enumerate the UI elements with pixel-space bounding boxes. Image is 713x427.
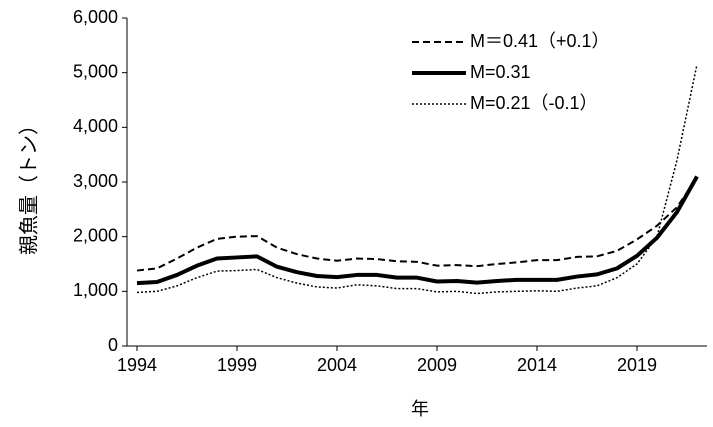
legend-label: M=0.21（-0.1） — [470, 93, 598, 113]
series-line — [136, 177, 698, 272]
y-axis-label: 親魚量（トン） — [17, 115, 40, 255]
y-tick-label: 5,000 — [73, 61, 118, 81]
x-tick-label: 1999 — [217, 355, 257, 375]
legend-label: M＝0.41（+0.1） — [470, 31, 610, 51]
series-line — [136, 64, 698, 295]
x-tick-label: 2019 — [617, 355, 657, 375]
x-tick-label: 2004 — [317, 355, 357, 375]
x-tick-label: 2009 — [417, 355, 457, 375]
y-tick-label: 6,000 — [73, 7, 118, 27]
series-line — [136, 175, 699, 286]
legend-label: M=0.31 — [470, 62, 531, 82]
y-tick-label: 1,000 — [73, 280, 118, 300]
y-tick-label: 3,000 — [73, 171, 118, 191]
y-tick-label: 0 — [108, 335, 118, 355]
x-axis-label: 年 — [411, 399, 429, 419]
x-tick-label: 1994 — [117, 355, 157, 375]
x-tick-label: 2014 — [517, 355, 557, 375]
y-tick-label: 4,000 — [73, 116, 118, 136]
y-tick-label: 2,000 — [73, 225, 118, 245]
